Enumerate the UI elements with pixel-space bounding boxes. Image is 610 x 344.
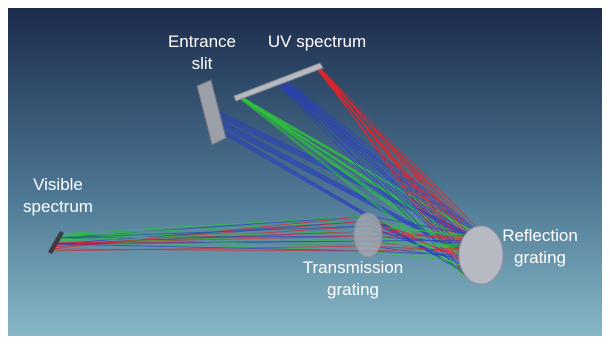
label: Reflection: [502, 226, 578, 245]
label: UV spectrum: [268, 32, 366, 51]
background: [8, 8, 602, 336]
optics-diagram: Entrance slit UV spectrum Visible spectrum Re…: [0, 0, 610, 344]
label: Transmission: [303, 258, 403, 277]
transmission-grating: [354, 213, 382, 257]
label: spectrum: [23, 197, 93, 216]
label: grating: [514, 248, 566, 267]
label: Visible: [33, 175, 83, 194]
label: slit: [192, 54, 213, 73]
page: Entrance slit UV spectrum Visible spectrum Re…: [0, 0, 610, 344]
label: grating: [327, 280, 379, 299]
label: Entrance: [168, 32, 236, 51]
reflection-grating: [459, 226, 503, 284]
